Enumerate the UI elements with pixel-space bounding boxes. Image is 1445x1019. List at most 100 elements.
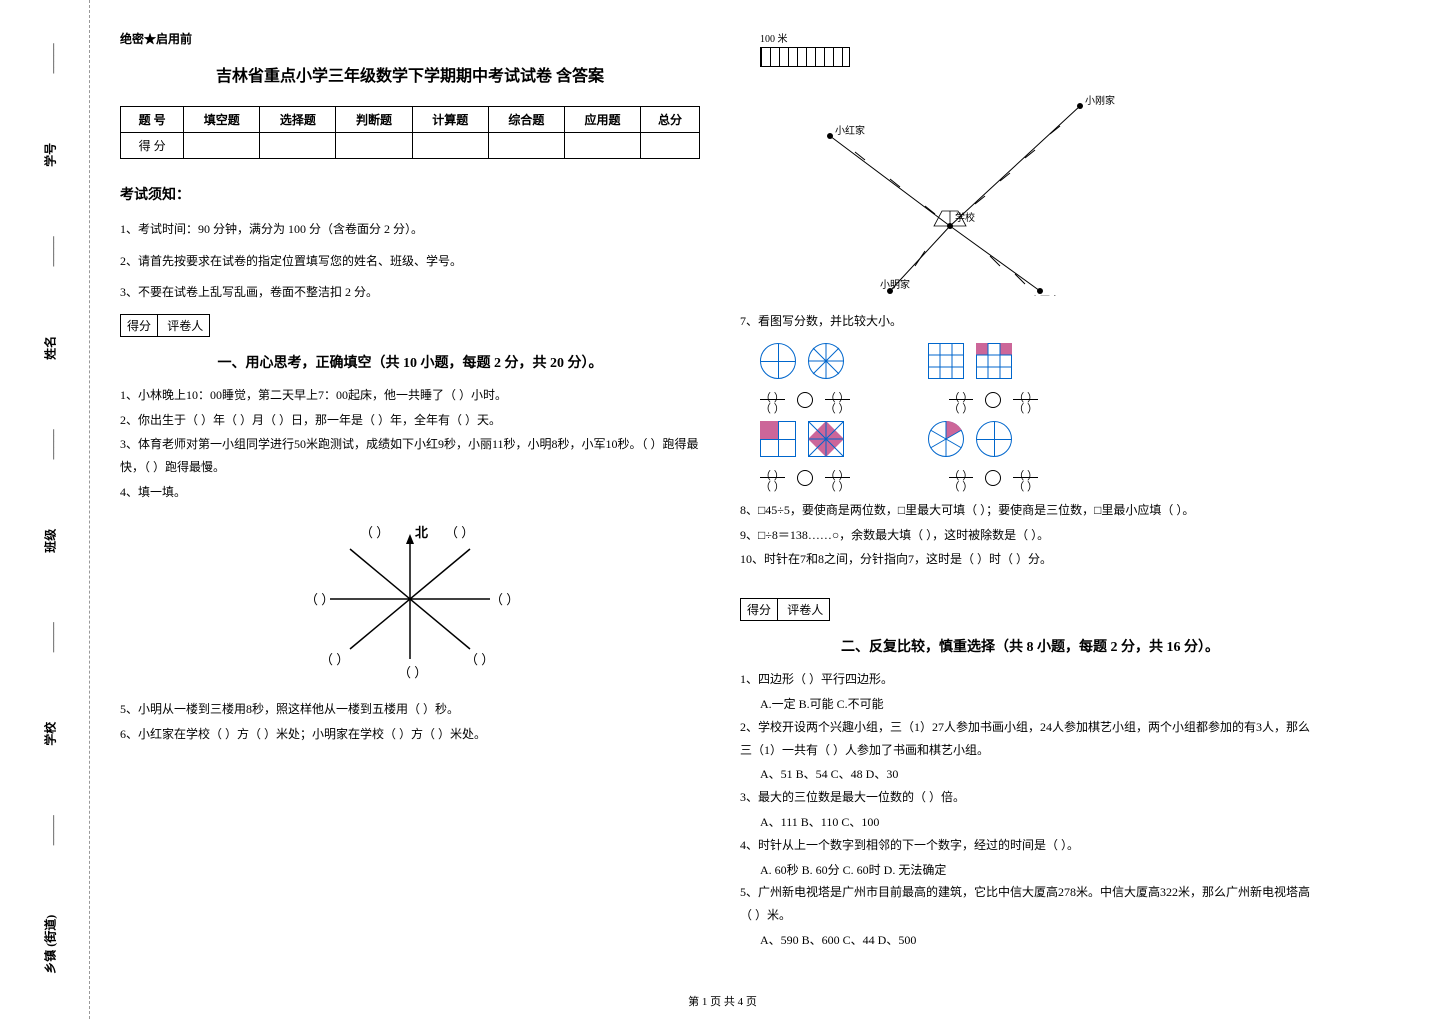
col-header: 题 号 xyxy=(121,107,184,133)
q2-4: 4、时针从上一个数字到相邻的下一个数字，经过的时间是（ ）。 xyxy=(740,834,1320,857)
svg-text:（ ）: （ ） xyxy=(465,652,494,667)
instruction-3: 3、不要在试卷上乱写乱画，卷面不整洁扣 2 分。 xyxy=(120,282,700,304)
grader-label: 评卷人 xyxy=(781,599,829,620)
compare-circle xyxy=(985,392,1001,408)
q2-5-choices: A、590 B、600 C、44 D、500 xyxy=(740,929,1320,952)
score-box: 得分 评卷人 xyxy=(120,314,210,337)
fraction-blank: （ ）（ ） xyxy=(825,389,850,411)
q1-4: 4、填一填。 xyxy=(120,481,700,504)
fraction-row-1 xyxy=(760,343,1320,379)
seal-char: _____ xyxy=(42,236,59,266)
binding-sidebar: 乡镇 (街道) _____ 学校 _____ 班级 _____ 姓名 _____… xyxy=(0,0,90,1019)
fraction-compare-2: （ ）（ ） （ ）（ ） （ ）（ ） （ ）（ ） xyxy=(760,467,1320,489)
fraction-blank: （ ）（ ） xyxy=(1013,467,1038,489)
fraction-blank: （ ）（ ） xyxy=(825,467,850,489)
q1-5: 5、小明从一楼到三楼用8秒，照这样他从一楼到五楼用（ ）秒。 xyxy=(120,698,700,721)
empty-cell xyxy=(184,133,260,159)
q1-7: 7、看图写分数，并比较大小。 xyxy=(740,310,1320,333)
q2-2: 2、学校开设两个兴趣小组，三（1）27人参加书画小组，24人参加棋艺小组，两个小… xyxy=(740,716,1320,762)
empty-cell xyxy=(336,133,412,159)
q2-1-choices: A.一定 B.可能 C.不可能 xyxy=(740,693,1320,716)
empty-cell xyxy=(412,133,488,159)
fraction-blank: （ ）（ ） xyxy=(949,389,974,411)
q2-5: 5、广州新电视塔是广州市目前最高的建筑，它比中信大厦高278米。中信大厦高322… xyxy=(740,881,1320,927)
col-header: 计算题 xyxy=(412,107,488,133)
sidebar-name: 姓名 xyxy=(42,336,59,360)
compare-circle xyxy=(797,470,813,486)
svg-text:（ ）: （ ） xyxy=(305,592,334,607)
instructions-title: 考试须知： xyxy=(120,184,700,204)
left-column: 绝密★启用前 吉林省重点小学三年级数学下学期期中考试试卷 含答案 题 号 填空题… xyxy=(120,30,700,952)
svg-text:（ ）: （ ） xyxy=(320,652,349,667)
seal-char: _____ xyxy=(42,622,59,652)
fraction-row-2 xyxy=(760,421,1320,457)
q1-3: 3、体育老师对第一小组同学进行50米跑测试，成绩如下小红9秒，小丽11秒，小明8… xyxy=(120,433,700,479)
q1-9: 9、□÷8＝138……○，余数最大填（ ），这时被除数是（ ）。 xyxy=(740,524,1320,547)
svg-text:小刚家: 小刚家 xyxy=(1085,94,1115,107)
q1-10: 10、时针在7和8之间，分针指向7，这时是（ ）时（ ）分。 xyxy=(740,548,1320,571)
svg-text:（ ）: （ ） xyxy=(445,525,474,540)
col-header: 应用题 xyxy=(564,107,640,133)
fraction-compare-1: （ ）（ ） （ ）（ ） （ ）（ ） （ ）（ ） xyxy=(760,389,1320,411)
instruction-2: 2、请首先按要求在试卷的指定位置填写您的姓名、班级、学号。 xyxy=(120,251,700,273)
section2-header: 得分 评卷人 xyxy=(740,598,1320,626)
square-shape xyxy=(976,343,1012,379)
seal-char: _____ xyxy=(42,43,59,73)
col-header: 判断题 xyxy=(336,107,412,133)
svg-text:小明家: 小明家 xyxy=(880,278,910,291)
section1-header: 得分 评卷人 xyxy=(120,314,700,342)
score-label: 得分 xyxy=(121,315,158,336)
fraction-blank: （ ）（ ） xyxy=(949,467,974,489)
circle-shape xyxy=(808,343,844,379)
square-shape xyxy=(928,343,964,379)
empty-cell xyxy=(641,133,700,159)
sidebar-id: 学号 xyxy=(42,143,59,167)
instruction-1: 1、考试时间：90 分钟，满分为 100 分（含卷面分 2 分）。 xyxy=(120,219,700,241)
scale-ruler xyxy=(760,47,850,67)
right-column: 100 米 小红家 小刚家 学校 小明家 小丽家 xyxy=(740,30,1320,952)
compare-circle xyxy=(797,392,813,408)
confidential-label: 绝密★启用前 xyxy=(120,30,700,47)
section1-heading: 一、用心思考，正确填空（共 10 小题，每题 2 分，共 20 分）。 xyxy=(120,352,700,372)
score-box: 得分 评卷人 xyxy=(740,598,830,621)
ruler-wrap: 100 米 xyxy=(740,30,1320,71)
empty-cell xyxy=(564,133,640,159)
page-footer: 第 1 页 共 4 页 xyxy=(0,993,1445,1009)
q2-4-choices: A. 60秒 B. 60分 C. 60时 D. 无法确定 xyxy=(740,859,1320,882)
empty-cell xyxy=(488,133,564,159)
north-label: 北 xyxy=(415,525,428,540)
main-content: 绝密★启用前 吉林省重点小学三年级数学下学期期中考试试卷 含答案 题 号 填空题… xyxy=(110,0,1445,962)
score-table: 题 号 填空题 选择题 判断题 计算题 综合题 应用题 总分 得 分 xyxy=(120,106,700,159)
circle-shape xyxy=(760,343,796,379)
sidebar-school: 学校 xyxy=(42,722,59,746)
fraction-blank: （ ）（ ） xyxy=(760,467,785,489)
score-label: 得分 xyxy=(741,599,778,620)
square-shape xyxy=(808,421,844,457)
svg-text:（ ）: （ ） xyxy=(398,665,427,679)
compass-svg: （ ） 北 （ ） （ ） （ ） （ ） （ ） （ ） xyxy=(300,519,520,679)
q1-2: 2、你出生于（ ）年（ ）月（ ）日，那一年是（ ）年，全年有（ ）天。 xyxy=(120,409,700,432)
col-header: 综合题 xyxy=(488,107,564,133)
col-header: 填空题 xyxy=(184,107,260,133)
q2-2-choices: A、51 B、54 C、48 D、30 xyxy=(740,763,1320,786)
q1-6: 6、小红家在学校（ ）方（ ）米处；小明家在学校（ ）方（ ）米处。 xyxy=(120,723,700,746)
q2-3-choices: A、111 B、110 C、100 xyxy=(740,811,1320,834)
table-score-row: 得 分 xyxy=(121,133,700,159)
svg-text:小红家: 小红家 xyxy=(835,124,865,137)
seal-char: _____ xyxy=(42,815,59,845)
seal-char: _____ xyxy=(42,429,59,459)
q2-3: 3、最大的三位数是最大一位数的（ ）倍。 xyxy=(740,786,1320,809)
table-header-row: 题 号 填空题 选择题 判断题 计算题 综合题 应用题 总分 xyxy=(121,107,700,133)
grader-label: 评卷人 xyxy=(161,315,209,336)
map-diagram: 小红家 小刚家 学校 小明家 小丽家 xyxy=(740,76,1140,296)
square-shape xyxy=(760,421,796,457)
exam-title: 吉林省重点小学三年级数学下学期期中考试试卷 含答案 xyxy=(120,62,700,86)
sidebar-labels: 乡镇 (街道) _____ 学校 _____ 班级 _____ 姓名 _____… xyxy=(42,9,59,1009)
circle-shape xyxy=(928,421,964,457)
circle-shape xyxy=(976,421,1012,457)
fraction-blank: （ ）（ ） xyxy=(1013,389,1038,411)
svg-text:（ ）: （ ） xyxy=(360,525,389,540)
svg-text:（ ）: （ ） xyxy=(490,592,519,607)
svg-text:小丽家: 小丽家 xyxy=(1030,294,1060,296)
compare-circle xyxy=(985,470,1001,486)
